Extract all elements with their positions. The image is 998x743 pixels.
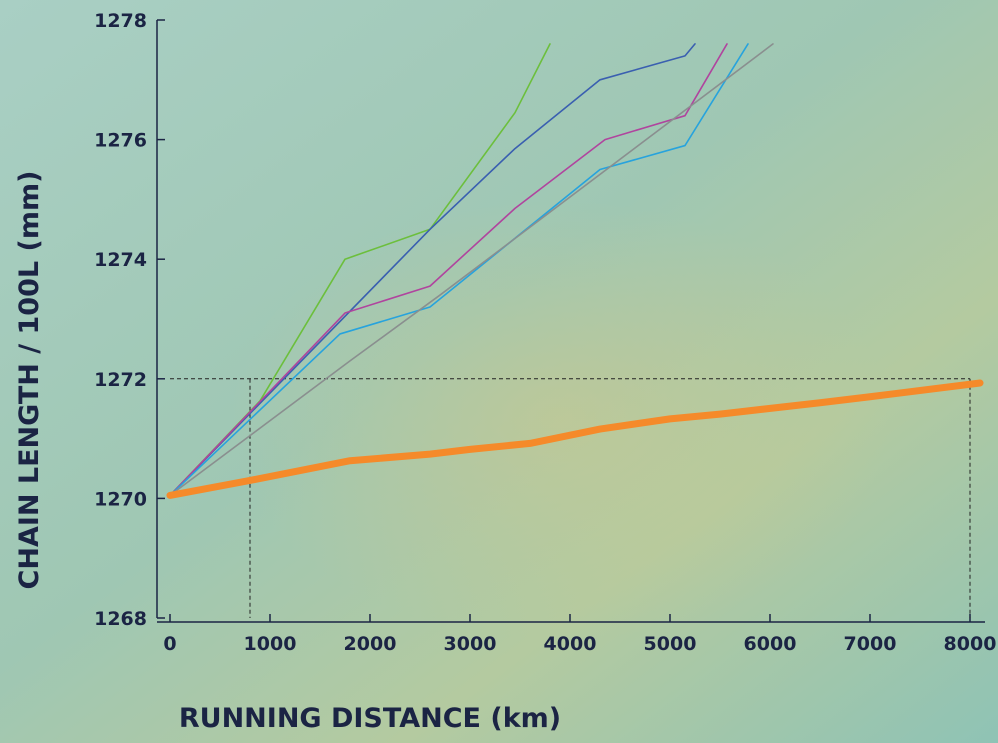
x-tick-label: 0 [163, 633, 176, 655]
x-tick-label: 7000 [844, 633, 897, 655]
y-tick-label: 1270 [94, 488, 147, 510]
background-shape [230, 200, 890, 640]
x-tick-label: 3000 [444, 633, 497, 655]
y-tick-label: 1274 [94, 249, 147, 271]
x-tick-label: 5000 [644, 633, 697, 655]
x-tick-label: 8000 [944, 633, 997, 655]
x-tick-label: 1000 [244, 633, 297, 655]
y-axis-label: CHAIN LENGTH / 100L (mm) [14, 171, 45, 590]
x-tick-label: 2000 [344, 633, 397, 655]
y-tick-label: 1268 [94, 608, 147, 630]
y-tick-label: 1272 [94, 369, 147, 391]
chart: RUNNING DISTANCE (km) CHAIN LENGTH / 100… [0, 0, 998, 743]
y-tick-label: 1278 [94, 10, 147, 32]
x-tick-label: 4000 [544, 633, 597, 655]
y-tick-label: 1276 [94, 130, 147, 152]
x-tick-label: 6000 [744, 633, 797, 655]
page: {"chart_data": { "type": "line", "x_labe… [0, 0, 998, 743]
x-axis-label: RUNNING DISTANCE (km) [179, 703, 561, 734]
